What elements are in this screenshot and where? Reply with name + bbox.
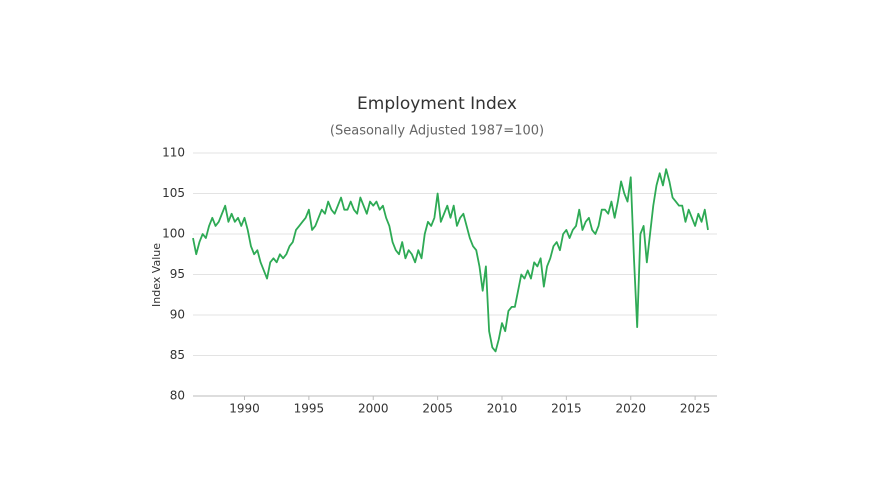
chart-subtitle: (Seasonally Adjusted 1987=100)	[330, 124, 544, 139]
x-tick-label: 2005	[422, 402, 453, 416]
y-tick-label: 80	[170, 389, 185, 403]
y-tick-label: 110	[162, 146, 185, 160]
x-tick-label: 1995	[294, 402, 325, 416]
x-tick-label: 2000	[358, 402, 389, 416]
y-tick-label: 105	[162, 186, 185, 200]
x-tick-label: 2015	[551, 402, 582, 416]
y-tick-label: 90	[170, 308, 185, 322]
x-tick-label: 2020	[615, 402, 646, 416]
y-tick-label: 100	[162, 227, 185, 241]
y-tick-label: 95	[170, 267, 185, 281]
x-tick-label: 2010	[487, 402, 518, 416]
chart-title: Employment Index	[357, 94, 517, 114]
data-line	[192, 168, 709, 353]
y-axis-label: Index Value	[150, 243, 163, 307]
y-tick-label: 85	[170, 348, 185, 362]
x-tick-label: 2025	[680, 402, 711, 416]
x-tick-label: 1990	[229, 402, 260, 416]
